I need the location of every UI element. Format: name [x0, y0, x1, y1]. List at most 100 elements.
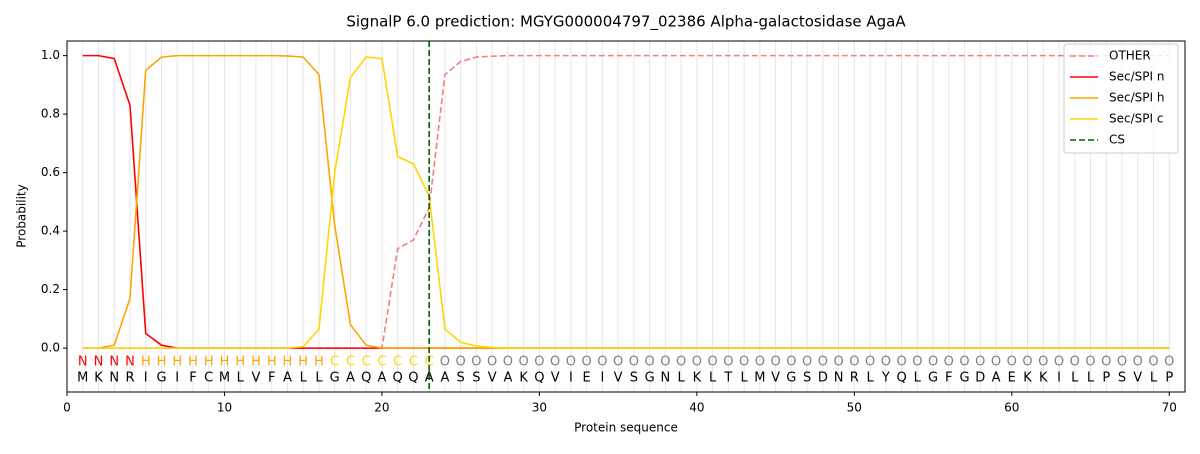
residue-label: L	[866, 371, 874, 386]
residue-label: P	[1102, 371, 1110, 386]
region-label: O	[645, 355, 655, 370]
region-label: C	[425, 355, 434, 370]
region-label: O	[660, 355, 670, 370]
region-label: O	[723, 355, 733, 370]
region-label: O	[991, 355, 1001, 370]
residue-label: S	[803, 371, 811, 386]
y-axis-label: Probability	[15, 184, 29, 247]
y-tick-label: 0.6	[41, 165, 60, 179]
residue-label: E	[1008, 371, 1016, 386]
residue-label: A	[377, 371, 386, 386]
legend-label: Sec/SPI c	[1109, 112, 1163, 126]
residue-label: Y	[881, 371, 890, 386]
residue-label: M	[754, 371, 765, 386]
residue-label: S	[1118, 371, 1126, 386]
x-tick-label: 10	[217, 401, 232, 415]
x-tick-label: 70	[1162, 401, 1177, 415]
residue-label: L	[1087, 371, 1095, 386]
residue-label: I	[569, 371, 573, 386]
residue-label: L	[1150, 371, 1158, 386]
region-label: O	[519, 355, 529, 370]
region-label: N	[125, 355, 135, 370]
residue-label: Q	[896, 371, 906, 386]
y-tick-label: 0.8	[41, 107, 60, 121]
residue-label: N	[660, 371, 670, 386]
region-label: O	[896, 355, 906, 370]
region-label: O	[566, 355, 576, 370]
region-label: C	[330, 355, 339, 370]
region-label: C	[393, 355, 402, 370]
region-label: N	[109, 355, 119, 370]
residue-label: V	[771, 371, 780, 386]
y-tick-label: 0.0	[41, 341, 60, 355]
region-label: H	[172, 355, 182, 370]
region-label: O	[1164, 355, 1174, 370]
residue-label: D	[818, 371, 828, 386]
region-label: O	[1101, 355, 1111, 370]
y-tick-label: 0.2	[41, 282, 60, 296]
region-label: O	[881, 355, 891, 370]
residue-label: Q	[534, 371, 544, 386]
x-tick-label: 50	[847, 401, 862, 415]
x-tick-label: 20	[374, 401, 389, 415]
region-label: O	[865, 355, 875, 370]
region-label: O	[802, 355, 812, 370]
residue-label: F	[268, 371, 275, 386]
residue-label: Q	[408, 371, 418, 386]
residue-label: K	[693, 371, 702, 386]
x-tick-label: 60	[1004, 401, 1019, 415]
region-label: H	[141, 355, 151, 370]
region-label: O	[1022, 355, 1032, 370]
residue-label: S	[630, 371, 638, 386]
residue-label: S	[457, 371, 465, 386]
region-label: O	[503, 355, 513, 370]
residue-label: K	[519, 371, 528, 386]
residue-label: V	[252, 371, 261, 386]
region-label: O	[912, 355, 922, 370]
residue-label: A	[503, 371, 512, 386]
residue-label: N	[834, 371, 844, 386]
region-label: H	[283, 355, 293, 370]
legend-box	[1063, 43, 1179, 154]
region-label: O	[928, 355, 938, 370]
residue-label: K	[1023, 371, 1032, 386]
residue-label: I	[600, 371, 604, 386]
region-label: O	[786, 355, 796, 370]
residue-label: L	[237, 371, 245, 386]
residue-label: D	[975, 371, 985, 386]
region-label: H	[251, 355, 261, 370]
region-label: O	[739, 355, 749, 370]
region-label: O	[1133, 355, 1143, 370]
region-label: O	[849, 355, 859, 370]
series-line	[82, 54, 1170, 349]
residue-label: T	[723, 371, 732, 386]
residue-label: V	[551, 371, 560, 386]
residue-label: R	[125, 371, 134, 386]
residue-label: L	[677, 371, 685, 386]
region-label: C	[409, 355, 418, 370]
residue-label: F	[945, 371, 952, 386]
region-label: C	[362, 355, 371, 370]
region-label: O	[770, 355, 780, 370]
region-label: O	[1085, 355, 1095, 370]
residue-label: L	[315, 371, 323, 386]
legend-label: OTHER	[1109, 49, 1151, 63]
region-label: O	[582, 355, 592, 370]
plot-frame	[66, 40, 1186, 393]
residue-label: F	[189, 371, 196, 386]
residue-label: V	[614, 371, 623, 386]
residue-label: G	[645, 371, 655, 386]
residue-label: Q	[361, 371, 371, 386]
residue-label: N	[109, 371, 119, 386]
residue-label: G	[960, 371, 970, 386]
series-line	[82, 56, 1170, 349]
residue-label: I	[144, 371, 148, 386]
residue-label: K	[94, 371, 103, 386]
legend-label: CS	[1109, 133, 1125, 147]
residue-label: A	[283, 371, 292, 386]
region-label: H	[267, 355, 277, 370]
region-label: O	[1148, 355, 1158, 370]
region-label: H	[235, 355, 245, 370]
region-label: O	[550, 355, 560, 370]
region-label: O	[755, 355, 765, 370]
